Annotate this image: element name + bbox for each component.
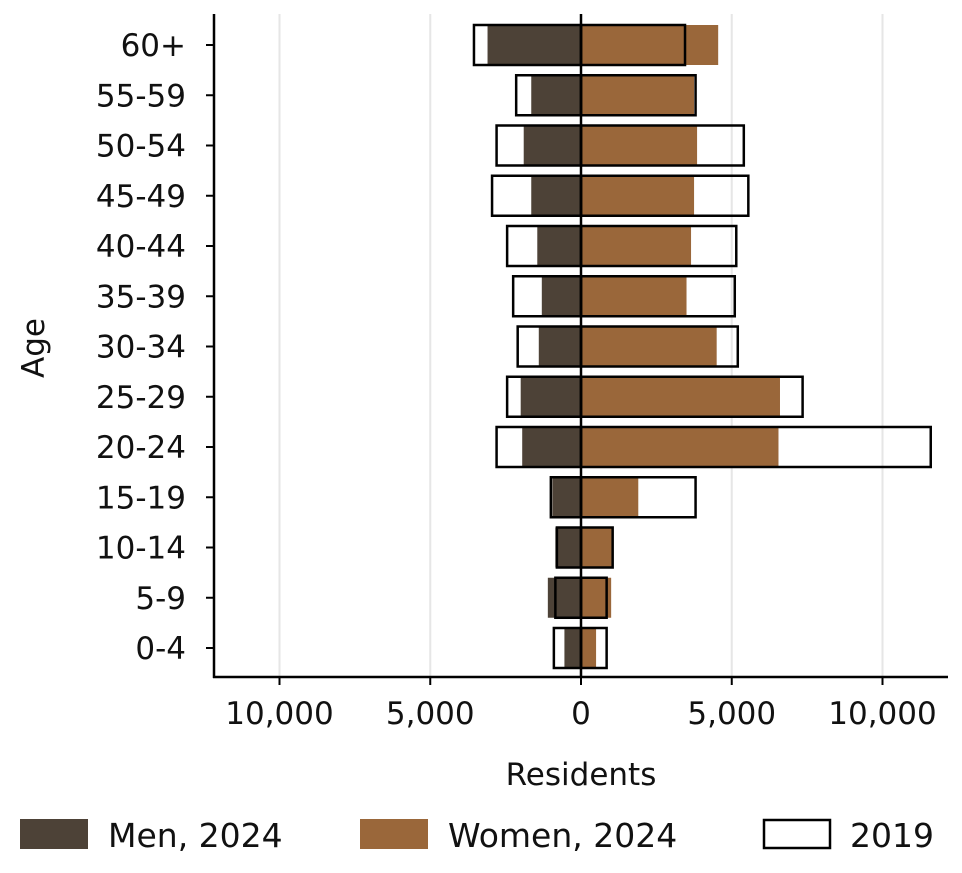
legend-label-women-2024: Women, 2024 <box>448 816 677 855</box>
bar-men-2024 <box>538 326 581 367</box>
bar-women-2024 <box>581 276 687 317</box>
bar-men-2024 <box>555 527 581 568</box>
y-tick-label: 20-24 <box>96 430 186 466</box>
y-tick-label: 10-14 <box>96 531 186 567</box>
y-tick-label: 15-19 <box>96 480 186 516</box>
bar-men-2024 <box>523 125 581 166</box>
bar-women-2024 <box>581 226 692 266</box>
y-tick-label: 50-54 <box>96 129 186 165</box>
x-tick-label: 5,000 <box>687 696 776 732</box>
bar-men-2024 <box>552 477 581 518</box>
bar-women-2024 <box>581 25 719 65</box>
y-tick-label: 0-4 <box>135 631 186 667</box>
x-tick-label: 10,000 <box>225 696 333 732</box>
legend-label-men-2024: Men, 2024 <box>108 816 283 855</box>
x-axis-label: Residents <box>506 757 657 793</box>
legend-swatch-women-2024 <box>360 819 428 849</box>
bar-women-2024 <box>581 427 779 467</box>
bars <box>487 25 780 668</box>
y-tick-label: 5-9 <box>135 581 186 617</box>
bar-men-2024 <box>522 427 581 467</box>
bar-men-2024 <box>541 276 581 317</box>
y-tick-label: 30-34 <box>96 330 186 366</box>
bar-men-2024 <box>487 25 581 65</box>
bar-women-2024 <box>581 175 695 216</box>
bar-women-2024 <box>581 477 639 518</box>
legend-swatch-men-2024 <box>20 819 88 849</box>
y-tick-label: 55-59 <box>96 78 186 114</box>
y-axis-label: Age <box>16 318 52 378</box>
y-tick-label: 60+ <box>121 28 186 64</box>
bar-women-2024 <box>581 125 698 166</box>
legend-label-2019: 2019 <box>850 816 934 855</box>
legend-swatch-2019 <box>762 818 832 850</box>
x-tick-label: 10,000 <box>828 696 936 732</box>
y-tick-label: 40-44 <box>96 229 186 265</box>
y-tick-label: 45-49 <box>96 179 186 215</box>
bar-women-2024 <box>581 628 597 668</box>
x-tick-label: 0 <box>571 696 591 732</box>
bar-men-2024 <box>537 226 581 266</box>
x-tick-label: 5,000 <box>386 696 475 732</box>
y-tick-label: 35-39 <box>96 279 186 315</box>
bar-men-2024 <box>531 75 581 116</box>
x-ticks: 10,000 5,000 0 5,000 10,000 <box>225 677 937 732</box>
y-ticks: 0-4 5-9 10-14 15-19 20-24 25-29 30-34 35-39 40-4… <box>96 28 214 667</box>
bar-women-2024 <box>581 326 717 367</box>
y-tick-label: 25-29 <box>96 380 186 416</box>
bar-men-2024 <box>547 577 581 618</box>
bar-women-2024 <box>581 75 695 116</box>
legend: Men, 2024 Women, 2024 2019 <box>20 816 934 855</box>
bar-women-2024 <box>581 376 780 417</box>
bar-men-2024 <box>531 175 581 216</box>
bar-men-2024 <box>564 628 581 668</box>
bar-women-2024 <box>581 527 613 568</box>
bar-men-2024 <box>520 376 581 417</box>
